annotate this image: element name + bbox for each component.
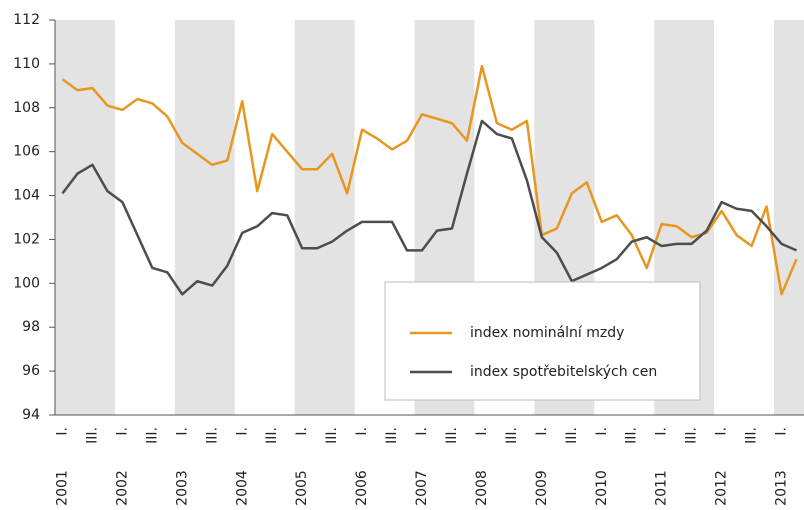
y-tick-label: 102 [13,231,40,247]
year-label: 2007 [414,470,430,506]
x-tick-label: III. [624,427,640,444]
year-band [774,20,804,415]
x-tick-label: I. [114,427,130,436]
year-band [55,20,115,415]
y-tick-label: 106 [13,144,40,160]
year-label: 2001 [54,470,70,506]
x-tick-label: I. [354,427,370,436]
x-tick-label: I. [54,427,70,436]
x-tick-label: I. [654,427,670,436]
x-tick-label: I. [474,427,490,436]
y-tick-label: 100 [13,275,40,291]
legend-box [384,281,701,401]
year-band [174,20,235,415]
legend-label: index nominální mzdy [470,325,624,341]
year-label: 2004 [234,470,250,506]
year-label: 2003 [174,470,190,506]
series-line [61,64,798,296]
year-label: 2002 [114,470,130,506]
x-tick-label: I. [234,427,250,436]
y-tick-label: 94 [22,407,40,423]
x-tick-label: III. [504,427,520,444]
year-label: 2010 [594,470,610,506]
x-tick-label: I. [294,427,310,436]
x-tick-label: I. [774,427,790,436]
x-tick-label: I. [414,427,430,436]
x-tick-label: I. [594,427,610,436]
y-tick-label: 96 [22,363,40,379]
x-tick-label: III. [384,427,400,444]
x-tick-label: I. [174,427,190,436]
x-tick-label: III. [264,427,280,444]
legend-label: index spotřebitelských cen [470,364,657,380]
x-tick-label: III. [564,427,580,444]
year-label: 2012 [714,470,730,506]
x-tick-label: III. [444,427,460,444]
x-tick-label: III. [684,427,700,444]
x-tick-label: III. [744,427,760,444]
y-tick-label: 108 [13,100,40,116]
series-line [61,119,798,296]
x-tick-label: III. [204,427,220,444]
y-tick-label: 112 [13,12,40,28]
year-label: 2011 [654,470,670,506]
y-tick-label: 110 [13,56,40,72]
y-tick-label: 98 [22,319,40,335]
year-band [294,20,355,415]
year-label: 2005 [294,470,310,506]
x-tick-label: III. [144,427,160,444]
x-tick-label: I. [714,427,730,436]
year-label: 2013 [774,470,790,506]
y-tick-label: 104 [13,188,40,204]
year-label: 2009 [534,470,550,506]
x-tick-label: III. [84,427,100,444]
x-tick-label: III. [324,427,340,444]
x-tick-label: I. [534,427,550,436]
year-label: 2008 [474,470,490,506]
year-label: 2006 [354,470,370,506]
